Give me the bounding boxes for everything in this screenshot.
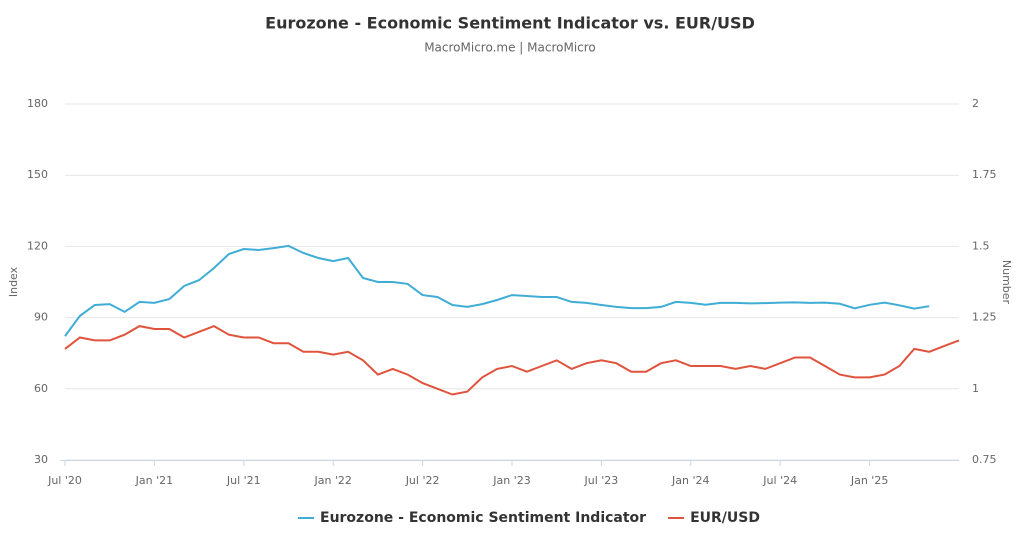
y2-tick-label: 1.25: [972, 311, 997, 324]
x-tick-label: Jan '21: [135, 474, 173, 487]
y-tick-label: 150: [27, 168, 48, 181]
x-tick-label: Jan '24: [671, 474, 709, 487]
series-line: [64, 324, 960, 396]
series-line: [64, 244, 930, 337]
y2-tick-label: 2: [972, 97, 979, 110]
y2-axis-label: Number: [1000, 260, 1013, 305]
y-tick-label: 90: [34, 311, 48, 324]
legend-label: EUR/USD: [690, 510, 760, 526]
y-tick-label: 60: [34, 382, 48, 395]
y-tick-label: 120: [27, 239, 48, 252]
chart-title: Eurozone - Economic Sentiment Indicator …: [265, 14, 755, 33]
y-tick-label: 180: [27, 97, 48, 110]
x-tick-label: Jul '21: [226, 474, 261, 487]
x-tick-label: Jul '22: [405, 474, 440, 487]
y2-tick-label: 0.75: [972, 453, 997, 466]
x-tick-label: Jan '22: [313, 474, 351, 487]
y-axis-label: Index: [7, 266, 20, 297]
legend-label: Eurozone - Economic Sentiment Indicator: [320, 510, 646, 526]
x-tick-label: Jul '20: [47, 474, 82, 487]
x-tick-label: Jul '24: [762, 474, 797, 487]
chart-subtitle: MacroMicro.me | MacroMicro: [424, 41, 596, 55]
y2-tick-label: 1: [972, 382, 979, 395]
x-tick-label: Jan '25: [850, 474, 888, 487]
x-tick-label: Jan '23: [492, 474, 530, 487]
y-tick-label: 30: [34, 453, 48, 466]
y2-tick-label: 1.75: [972, 168, 997, 181]
legend: Eurozone - Economic Sentiment Indicator E…: [298, 510, 760, 526]
y2-tick-label: 1.5: [972, 239, 990, 252]
x-tick-label: Jul '23: [584, 474, 619, 487]
